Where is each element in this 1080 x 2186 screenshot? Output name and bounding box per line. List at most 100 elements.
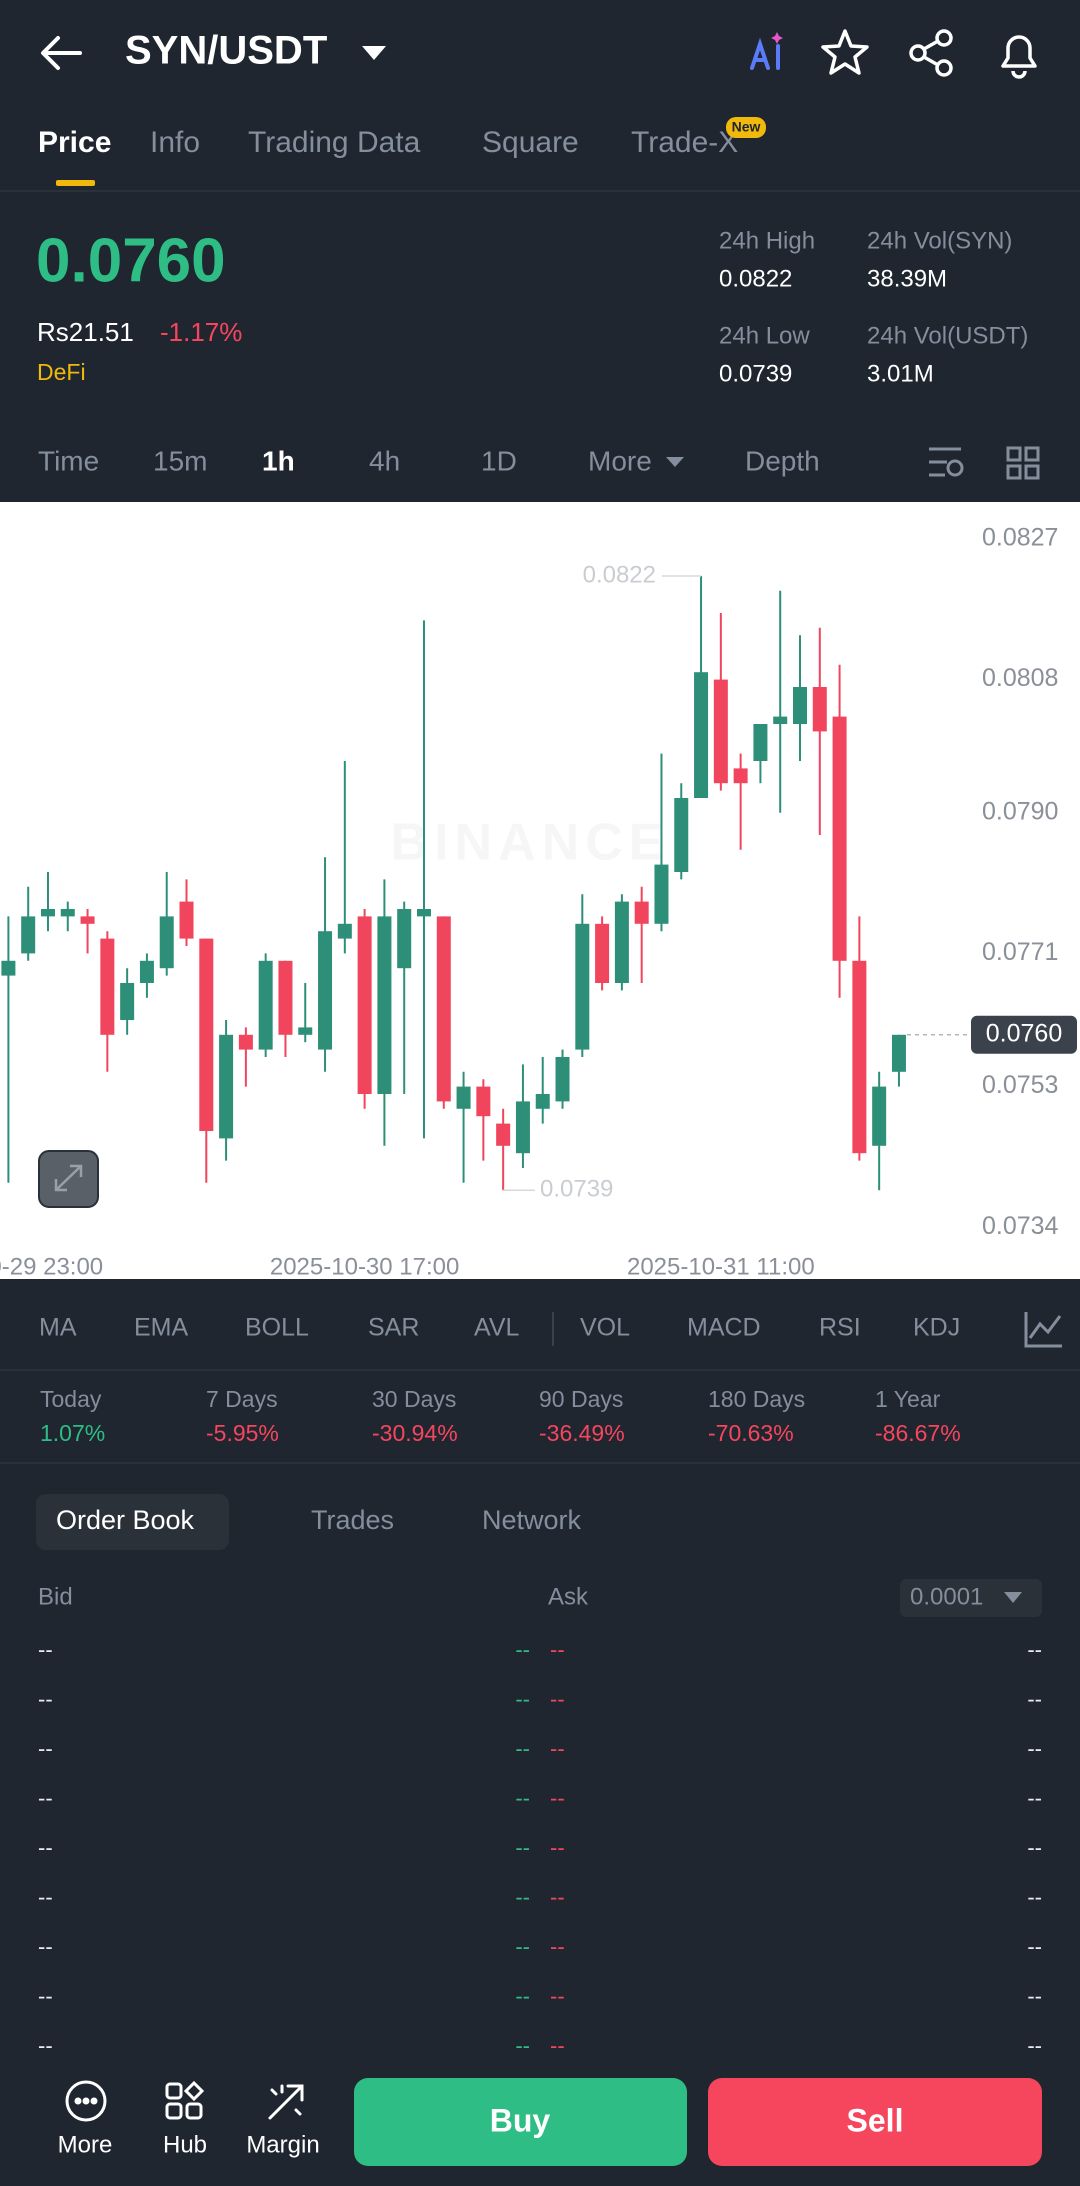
layout-icon[interactable] [1006, 446, 1040, 480]
candle-body [812, 687, 827, 732]
current-price-label: 0.0760 [986, 1019, 1062, 1047]
y-tick-label: 0.0808 [982, 664, 1058, 692]
pair-dropdown[interactable] [362, 46, 386, 60]
indicator[interactable]: SAR [368, 1314, 419, 1342]
bid-price: -- [38, 1983, 53, 2008]
candle-body [496, 1123, 511, 1146]
bottom-nav-label[interactable]: Margin [246, 2131, 319, 2158]
candle-body [21, 916, 36, 954]
more-icon[interactable] [65, 2080, 107, 2122]
interval[interactable]: 1D [481, 445, 517, 476]
candle-body [456, 1086, 471, 1109]
tab-indicator [56, 180, 95, 186]
bid-qty: -- [515, 1686, 530, 1711]
ask-qty: -- [550, 1637, 565, 1662]
bid-price: -- [38, 1785, 53, 1810]
indicator[interactable]: VOL [580, 1314, 630, 1342]
bottom-nav-label[interactable]: More [58, 2131, 113, 2158]
y-tick-label: 0.0734 [982, 1212, 1059, 1240]
tab[interactable]: Price [38, 126, 111, 159]
performance-value: 1.07% [40, 1420, 105, 1446]
order-book-tab[interactable]: Order Book [56, 1505, 195, 1535]
buy-label: Buy [490, 2102, 551, 2138]
indicator[interactable]: MACD [687, 1314, 761, 1342]
candle-body [298, 1027, 313, 1035]
candle-body [100, 938, 115, 1035]
order-book-tab[interactable]: Network [482, 1505, 582, 1535]
bid-price: -- [38, 1934, 53, 1959]
candle-body [60, 909, 75, 917]
precision: 0.0001 [910, 1583, 983, 1610]
interval[interactable]: Time [38, 445, 99, 476]
bid-qty: -- [515, 1736, 530, 1761]
indicator[interactable]: EMA [134, 1314, 189, 1342]
ask-price: -- [1027, 1785, 1042, 1810]
bottom-nav-label[interactable]: Hub [163, 2131, 207, 2158]
ask-price: -- [1027, 1983, 1042, 2008]
x-tick-label: 2025-10-31 11:00 [627, 1253, 815, 1280]
price-change: -1.17% [160, 317, 242, 347]
y-tick-label: 0.0827 [982, 524, 1058, 552]
candle-body [40, 909, 55, 917]
chart-settings-icon[interactable] [929, 447, 964, 477]
indicator[interactable]: MA [39, 1314, 77, 1342]
performance-label: Today [40, 1386, 102, 1412]
low-marker-label: 0.0739 [540, 1176, 613, 1203]
stat-label: 24h Vol(SYN) [867, 227, 1012, 254]
performance-label: 1 Year [875, 1386, 941, 1412]
bid-qty: -- [515, 1934, 530, 1959]
bid-qty: -- [515, 1785, 530, 1810]
candle-body [337, 923, 352, 939]
performance-value: -70.63% [708, 1420, 794, 1446]
bid-qty: -- [515, 2033, 530, 2058]
bid-qty: -- [515, 1983, 530, 2008]
candle-body [713, 679, 728, 784]
candle-body [357, 916, 372, 1094]
interval[interactable]: 15m [153, 445, 207, 476]
candle-body [832, 716, 847, 961]
candle-body [159, 916, 174, 969]
y-tick-label: 0.0790 [982, 797, 1058, 825]
fiat-price: Rs21.51 [37, 317, 134, 347]
ask-qty: -- [550, 1835, 565, 1860]
indicator[interactable]: RSI [819, 1314, 861, 1342]
bid-qty: -- [515, 1835, 530, 1860]
bid-price: -- [38, 1835, 53, 1860]
candle-body [753, 724, 768, 761]
precision-selector[interactable] [900, 1579, 1042, 1617]
tab[interactable]: Info [150, 126, 200, 159]
alert-icon[interactable] [1001, 35, 1037, 79]
indicator[interactable]: KDJ [913, 1314, 960, 1342]
candle-body [397, 909, 412, 969]
indicator[interactable]: BOLL [245, 1314, 309, 1342]
ai-icon[interactable] [750, 32, 783, 70]
new-badge-text: New [732, 119, 761, 135]
order-book-tab[interactable]: Trades [311, 1505, 394, 1535]
interval[interactable]: 4h [369, 445, 400, 476]
ask-price: -- [1027, 1637, 1042, 1662]
candle-body [535, 1094, 550, 1109]
candle-body [238, 1034, 253, 1050]
share-icon[interactable] [909, 29, 953, 77]
candle-body [555, 1057, 570, 1102]
last-price: 0.0760 [36, 226, 226, 295]
stat-value: 3.01M [867, 360, 934, 387]
buy-button[interactable] [354, 2078, 687, 2166]
tab[interactable]: Trading Data [248, 126, 421, 159]
sell-button[interactable] [708, 2078, 1042, 2166]
interval[interactable]: More [588, 445, 652, 476]
performance-value: -86.67% [875, 1420, 961, 1446]
indicator-chart-icon[interactable] [1024, 1312, 1062, 1348]
interval[interactable]: 1h [262, 445, 295, 476]
margin-icon[interactable] [268, 2084, 304, 2120]
tab[interactable]: Square [482, 126, 579, 159]
ask-price: -- [1027, 1686, 1042, 1711]
interval[interactable]: Depth [745, 445, 820, 476]
indicator[interactable]: AVL [474, 1314, 519, 1342]
tab[interactable]: Trade-X [631, 126, 738, 159]
back-button[interactable] [41, 36, 82, 70]
favorite-icon[interactable] [821, 29, 869, 75]
hub-icon[interactable] [165, 2080, 205, 2120]
